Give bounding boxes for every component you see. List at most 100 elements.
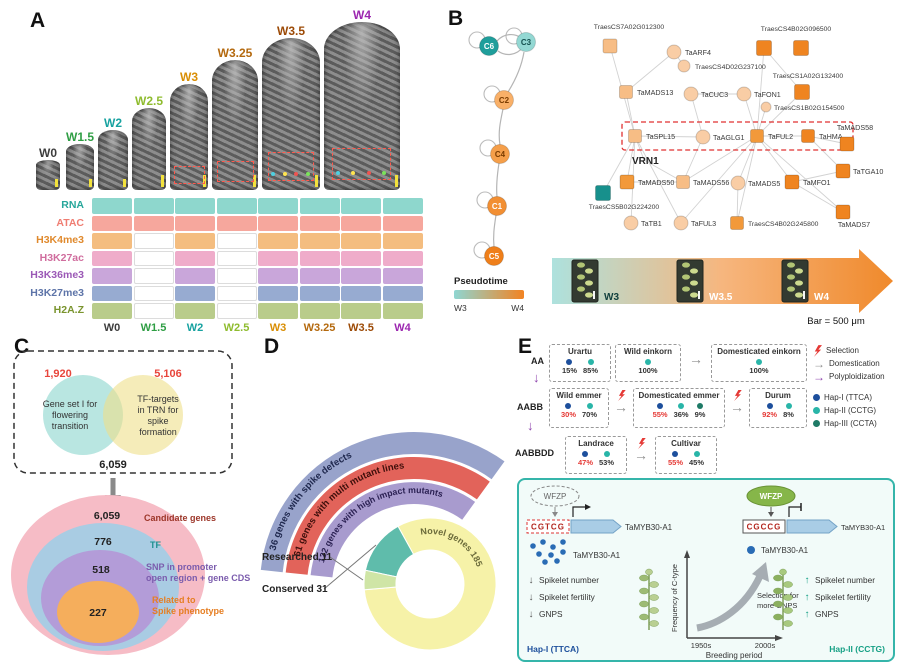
hap-stat: 36%	[674, 403, 689, 419]
network-edge	[763, 47, 803, 93]
network-edge	[625, 51, 675, 93]
hap-percent: 53%	[599, 458, 615, 467]
venn-circle-flowering	[43, 375, 123, 455]
hap-percent: 100%	[749, 366, 769, 375]
hap-percent: 15%	[561, 366, 577, 375]
venn-dashed-box	[13, 350, 233, 474]
candidate-gene-svg: 1,920 5,106 Gene set I for flowering tra…	[11, 350, 250, 655]
down-arrow-icon	[768, 512, 774, 517]
assay-cell	[382, 250, 423, 266]
legend-label: Hap-III (CCTA)	[824, 419, 877, 428]
assay-cell	[133, 250, 174, 266]
assay-cell	[341, 303, 381, 319]
gene-arrow	[570, 519, 622, 534]
network-node	[801, 129, 815, 143]
trn-network-svg: C6 C3 C2 C4 C1 C5 Pseudotime W3 W4 TraesCS7A02G01…	[454, 24, 893, 327]
species-box: Domesticated einkorn 100%	[711, 344, 807, 382]
spikelet	[649, 581, 659, 588]
callout-line	[329, 556, 364, 581]
species-stats: 47% 53%	[566, 451, 626, 467]
transition-arrow: →	[726, 390, 748, 414]
panel-letter-e: E	[518, 335, 533, 358]
ring-label: SNP in promoter	[146, 562, 217, 572]
assay-cell	[341, 268, 381, 284]
assay-cell	[92, 303, 132, 319]
assay-cell	[216, 198, 257, 214]
legend-label: Polyploidization	[829, 372, 885, 381]
network-node	[619, 174, 635, 190]
up-arrow-icon: ↑	[805, 609, 810, 620]
trajectory-edge	[507, 51, 525, 93]
stage-label: W3.5	[276, 24, 306, 38]
assay-row-label: H3K27ac	[39, 251, 84, 264]
species-stats: 92% 8%	[750, 403, 806, 419]
stage-label: W2	[104, 116, 122, 130]
network-edge	[791, 181, 844, 213]
spikelet	[639, 600, 649, 608]
marker-dot-icon	[294, 172, 299, 177]
motif-box	[526, 519, 570, 534]
spike-photo-thumb	[690, 292, 698, 298]
network-node	[750, 129, 764, 143]
hap-stat: 100%	[749, 359, 769, 375]
zoom-region-box	[267, 151, 314, 181]
wfzp-oval-solid	[746, 485, 796, 507]
protein-dot	[747, 546, 755, 554]
cluster-node	[516, 32, 536, 52]
network-edge	[756, 47, 765, 137]
spike-sem-image	[170, 84, 208, 190]
wfzp-oval-dashed	[530, 485, 580, 507]
hap-dot-icon	[566, 359, 573, 365]
network-node	[784, 174, 800, 190]
lightning-icon	[813, 344, 822, 357]
legend-hap2: Hap-II (CCTG)	[813, 404, 898, 417]
spike-photo-thumb	[577, 274, 585, 280]
assay-cell	[175, 285, 215, 301]
assay-cell	[341, 250, 381, 266]
spikelet	[649, 620, 659, 627]
assay-cell	[341, 285, 381, 301]
x-axis-arrow-icon	[775, 635, 783, 641]
purple-arrow-icon: →	[813, 369, 825, 384]
stage-label: W1.5	[65, 130, 95, 144]
hap-percent: 70%	[582, 410, 598, 419]
trait-label: GNPS	[815, 609, 839, 619]
assay-cell	[258, 303, 298, 319]
core-regulators-dashed-box	[621, 121, 854, 151]
pseudotime-max-label: W4	[511, 303, 524, 313]
hap-stat: 92%	[762, 403, 777, 419]
trajectory-edge	[493, 214, 497, 248]
spike-photo-thumb	[585, 280, 593, 286]
spike-photo-thumb	[690, 280, 698, 286]
panel-letter-d: D	[264, 335, 280, 358]
network-edge	[682, 135, 758, 183]
donut-segment	[363, 569, 398, 591]
genome-label-aabbdd: AABBDD	[515, 448, 554, 458]
tf-label: WFZP	[760, 492, 783, 501]
hap-dot-icon	[756, 359, 762, 365]
gene-label: TaMYB30-A1	[625, 523, 673, 532]
trajectory-edge	[496, 162, 500, 198]
spikelet	[783, 581, 793, 588]
domestication-arrow-icon: →	[634, 447, 648, 463]
species-title: Cultivar	[671, 439, 701, 448]
panel-b: C6 C3 C2 C4 C1 C5 Pseudotime W3 W4 TraesCS7A02G01…	[434, 8, 898, 330]
network-edge	[634, 135, 682, 224]
cluster-node	[494, 90, 514, 110]
venn-right-label: TF-targets	[137, 394, 179, 404]
assay-cell	[299, 285, 340, 301]
timeline-stage-label: W3	[604, 292, 619, 303]
assay-cell	[299, 233, 340, 249]
thumb-scale-bar-icon	[698, 291, 700, 299]
spike-photo-thumb	[795, 268, 803, 274]
spike-sem-image	[212, 60, 258, 190]
timeline-stage-label: W3.5	[709, 292, 733, 303]
hap-dot-icon	[672, 451, 679, 457]
cluster-label: C5	[489, 252, 500, 261]
assay-cell	[258, 285, 298, 301]
hap-percent: 55%	[667, 458, 683, 467]
hap-percent: 47%	[577, 458, 593, 467]
network-edge	[690, 93, 704, 138]
ring-label: Spike phenotype	[152, 606, 224, 616]
species-title: Domesticated einkorn	[717, 347, 801, 356]
